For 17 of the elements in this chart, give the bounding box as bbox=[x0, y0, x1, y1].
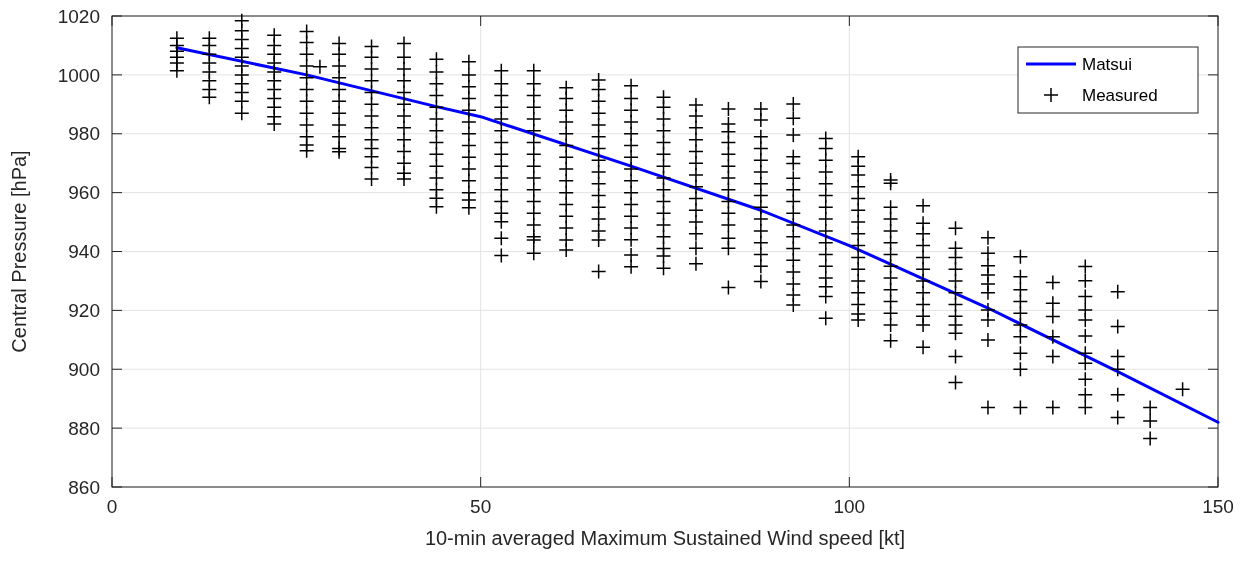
y-tick-label: 920 bbox=[68, 300, 100, 322]
y-tick-label: 860 bbox=[68, 476, 100, 498]
x-axis-title: 10-min averaged Maximum Sustained Wind speed [kt] bbox=[424, 527, 906, 549]
x-tick-label: 150 bbox=[1202, 496, 1234, 517]
legend-label: Matsui bbox=[1082, 54, 1133, 74]
y-tick-label: 1020 bbox=[57, 5, 100, 27]
y-tick-label: 960 bbox=[68, 182, 100, 204]
y-tick-label: 900 bbox=[68, 358, 100, 380]
x-tick-label: 50 bbox=[470, 496, 492, 517]
y-tick-label: 880 bbox=[68, 417, 100, 439]
x-tick-label: 0 bbox=[106, 496, 118, 517]
x-tick-label: 100 bbox=[833, 496, 866, 517]
y-axis-title: Central Pressure [hPa] bbox=[8, 150, 30, 353]
y-tick-label: 940 bbox=[68, 241, 100, 263]
y-tick-label: 1000 bbox=[57, 64, 100, 86]
legend-label: Measured bbox=[1082, 85, 1158, 105]
y-tick-label: 980 bbox=[68, 123, 100, 145]
